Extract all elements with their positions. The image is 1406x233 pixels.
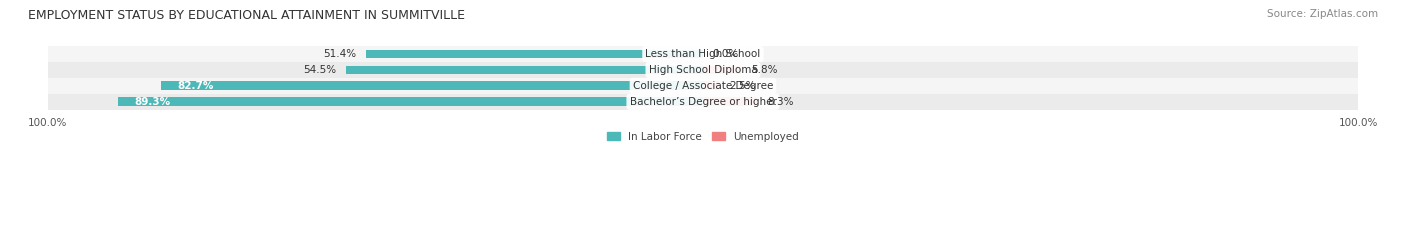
Bar [346, 66, 703, 74]
Legend: In Labor Force, Unemployed: In Labor Force, Unemployed [603, 128, 803, 146]
Bar [48, 94, 1358, 110]
Bar [118, 97, 703, 106]
Bar [48, 62, 1358, 78]
Text: 2.5%: 2.5% [730, 81, 755, 91]
Text: 54.5%: 54.5% [302, 65, 336, 75]
Text: 51.4%: 51.4% [323, 49, 356, 59]
Bar [48, 78, 1358, 94]
Bar [703, 82, 720, 90]
Text: 5.8%: 5.8% [751, 65, 778, 75]
Text: College / Associate Degree: College / Associate Degree [633, 81, 773, 91]
Bar [703, 97, 758, 106]
Text: 82.7%: 82.7% [177, 81, 214, 91]
Text: Less than High School: Less than High School [645, 49, 761, 59]
Text: 0.0%: 0.0% [713, 49, 740, 59]
Text: 89.3%: 89.3% [134, 97, 170, 107]
Text: High School Diploma: High School Diploma [648, 65, 758, 75]
Bar [703, 66, 741, 74]
Text: Bachelor’s Degree or higher: Bachelor’s Degree or higher [630, 97, 776, 107]
Text: Source: ZipAtlas.com: Source: ZipAtlas.com [1267, 9, 1378, 19]
Text: EMPLOYMENT STATUS BY EDUCATIONAL ATTAINMENT IN SUMMITVILLE: EMPLOYMENT STATUS BY EDUCATIONAL ATTAINM… [28, 9, 465, 22]
Bar [48, 46, 1358, 62]
Text: 8.3%: 8.3% [768, 97, 794, 107]
Bar [366, 50, 703, 58]
Bar [162, 82, 703, 90]
